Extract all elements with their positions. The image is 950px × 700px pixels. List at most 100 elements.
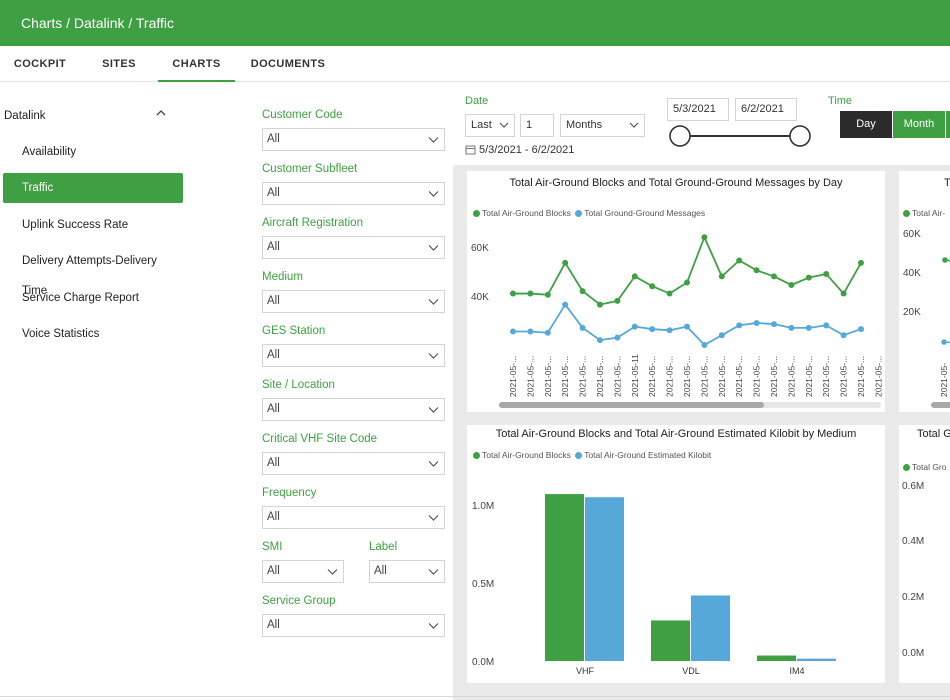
svg-text:2021-05-: 2021-05- <box>939 363 949 397</box>
filter-select-critical-vhf[interactable]: All <box>262 452 445 475</box>
tab-sites[interactable]: SITES <box>102 58 136 70</box>
data-point <box>858 326 864 333</box>
sidebar-item-availability[interactable]: Availability <box>22 146 77 158</box>
date-count-value: 1 <box>526 119 533 131</box>
tab-charts[interactable]: CHARTS <box>158 46 235 82</box>
x-tick: 2021-05-... <box>682 356 692 397</box>
bar <box>797 658 836 661</box>
x-tick: 2021-05-... <box>769 356 779 397</box>
series-line <box>944 259 950 262</box>
sidebar-section-title[interactable]: Datalink <box>4 110 46 122</box>
tab-cockpit[interactable]: COCKPIT <box>13 58 67 70</box>
sidebar-item-uplink-success-rate[interactable]: Uplink Success Rate <box>22 219 129 231</box>
data-point <box>736 322 743 329</box>
filter-value: All <box>267 241 280 253</box>
chart-title: Total G <box>917 428 950 440</box>
y-tick: 0.0M <box>472 657 494 668</box>
sidebar-item-voice-statistics[interactable]: Voice Statistics <box>22 328 100 340</box>
data-point <box>805 324 812 331</box>
data-point <box>823 322 830 329</box>
filter-select-aircraft-registration[interactable]: All <box>262 236 445 259</box>
filter-value: All <box>267 565 280 577</box>
date-range-slider[interactable] <box>667 124 813 150</box>
bar <box>757 655 796 661</box>
legend-dot <box>903 210 910 217</box>
filter-value: All <box>267 133 280 145</box>
filter-value: All <box>267 187 280 199</box>
chevron-down-icon <box>428 623 439 629</box>
data-point <box>544 291 551 298</box>
chart-scrollbar-thumb[interactable] <box>499 402 764 408</box>
filter-select-medium[interactable]: All <box>262 290 445 313</box>
x-tick: 2021-05-... <box>804 356 814 397</box>
date-unit-select[interactable]: Months <box>560 114 645 137</box>
filter-label-customer-subfleet: Customer Subfleet <box>262 163 358 175</box>
sidebar-item-traffic[interactable]: Traffic <box>3 173 183 203</box>
filter-label-service-group: Service Group <box>262 595 336 607</box>
date-start-input[interactable]: 5/3/2021 <box>667 98 729 121</box>
chart-legend: Total Air-Ground Blocks Total Ground-Gro… <box>473 208 705 218</box>
sidebar: Datalink Availability Traffic Uplink Suc… <box>0 82 200 700</box>
chevron-down-icon <box>428 407 439 413</box>
bottom-divider <box>0 696 950 697</box>
time-month-button[interactable]: Month <box>893 111 945 138</box>
chart-scrollbar-thumb[interactable] <box>931 402 950 408</box>
data-point <box>631 273 638 280</box>
chevron-down-icon <box>499 122 509 128</box>
chart-card-by-medium: Total Air-Ground Blocks and Total Air-Gr… <box>467 425 885 683</box>
filter-select-customer-subfleet[interactable]: All <box>262 182 445 205</box>
filter-value: All <box>267 349 280 361</box>
data-point <box>805 274 812 281</box>
filter-value: All <box>267 511 280 523</box>
chevron-down-icon <box>428 191 439 197</box>
filter-select-site-location[interactable]: All <box>262 398 445 421</box>
time-next-button[interactable] <box>946 111 950 138</box>
x-tick: 2021-05-... <box>856 356 866 397</box>
legend-item: Total Gro <box>912 462 947 472</box>
data-point <box>579 324 586 331</box>
filter-label-critical-vhf: Critical VHF Site Code <box>262 433 378 445</box>
filter-select-frequency[interactable]: All <box>262 506 445 529</box>
filter-select-service-group[interactable]: All <box>262 614 445 637</box>
series-line <box>943 341 950 344</box>
x-tick: 2021-05-... <box>595 356 605 397</box>
filter-select-ges-station[interactable]: All <box>262 344 445 367</box>
data-point <box>771 321 777 328</box>
filter-select-customer-code[interactable]: All <box>262 128 445 151</box>
y-tick: 40K <box>903 268 921 279</box>
bar-chart: 0.0M 0.5M 1.0M VHF VDL IM4 <box>472 494 836 676</box>
date-end-input[interactable]: 6/2/2021 <box>735 98 797 121</box>
chart-legend: Total Gro <box>903 462 947 472</box>
y-tick: 60K <box>471 243 489 254</box>
date-count-input[interactable]: 1 <box>520 114 554 137</box>
data-point <box>597 301 603 308</box>
date-mode-select[interactable]: Last <box>465 114 515 137</box>
x-tick: 2021-05-... <box>578 356 588 397</box>
data-point <box>614 297 621 304</box>
data-point <box>631 323 638 330</box>
breadcrumb-text: Charts / Datalink / Traffic <box>21 15 175 31</box>
x-tick: 2021-05-... <box>612 356 622 397</box>
chevron-down-icon <box>428 569 439 575</box>
bar <box>585 497 624 661</box>
filter-select-smi[interactable]: All <box>262 560 344 583</box>
time-day-button[interactable]: Day <box>840 111 892 138</box>
filter-select-label[interactable]: All <box>369 560 445 583</box>
filter-value: All <box>267 457 280 469</box>
sidebar-item-delivery-attempts[interactable]: Delivery Attempts-Delivery Time <box>22 255 157 297</box>
data-point <box>858 259 864 266</box>
data-point <box>840 290 847 297</box>
data-point <box>579 288 586 295</box>
chevron-down-icon <box>428 137 439 143</box>
chevron-up-icon[interactable] <box>156 109 166 117</box>
slider-end-handle <box>789 125 811 147</box>
chevron-down-icon <box>428 515 439 521</box>
data-point <box>562 259 569 266</box>
chart-scrollbar-track[interactable] <box>499 402 881 408</box>
tab-documents[interactable]: DOCUMENTS <box>250 58 326 70</box>
chart-legend: Total Air- <box>903 208 945 218</box>
sidebar-item-service-charge-report[interactable]: Service Charge Report <box>22 292 139 304</box>
bar <box>545 494 584 661</box>
filter-label-medium: Medium <box>262 271 303 283</box>
data-point <box>771 273 777 280</box>
